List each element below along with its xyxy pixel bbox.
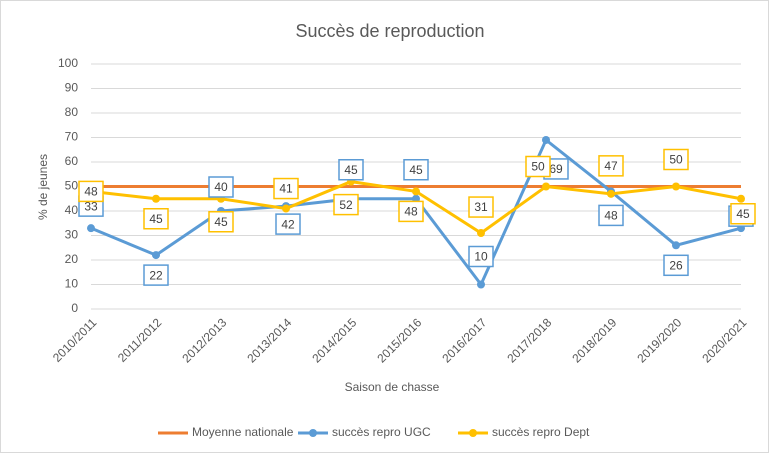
data-label-box [78,180,104,203]
data-label-box [143,208,169,230]
point [152,251,160,260]
data-label: 45 [736,207,750,221]
y-tick-label: 20 [65,252,79,266]
data-label: 10 [474,250,488,264]
data-label-box [598,155,624,177]
point [542,135,550,144]
data-label: 45 [409,163,423,177]
data-label-box [598,204,624,227]
y-tick-label: 100 [58,56,78,70]
data-label-box [275,213,301,235]
data-label-box [730,203,756,225]
data-label: 50 [669,153,683,167]
data-label-box [208,211,234,233]
data-label: 47 [604,159,618,173]
data-label-box [663,254,689,277]
legend-label: Moyenne nationale [192,425,294,439]
data-label: 48 [404,205,418,219]
point [542,182,550,191]
y-tick-label: 80 [65,105,79,119]
data-label: 33 [84,199,98,213]
data-label: 40 [214,180,228,194]
data-label: 48 [84,185,98,199]
legend-marker [469,429,477,437]
y-tick-label: 40 [65,203,79,217]
data-label: 45 [344,163,358,177]
data-label-box [333,193,359,216]
point [607,189,615,198]
data-label-box [338,159,364,181]
data-label-box [663,148,689,171]
data-label-box [525,155,551,178]
y-tick-label: 10 [65,277,79,291]
legend-marker [309,429,317,437]
y-tick-label: 50 [65,179,79,193]
legend-label: succès repro UGC [332,425,431,439]
y-tick-label: 0 [71,301,78,315]
data-label: 45 [149,212,163,226]
y-tick-label: 70 [65,130,79,144]
data-label: 26 [669,258,683,272]
point [672,241,680,250]
point [477,280,485,289]
y-tick-label: 90 [65,81,79,95]
y-axis-label: % de jeunes [36,154,50,220]
data-label: 22 [149,268,163,282]
x-axis-label: Saison de chasse [345,380,440,394]
point [282,204,290,213]
point [737,194,745,203]
data-label: 69 [549,162,563,176]
data-label: 31 [474,200,488,214]
data-label-box [273,177,299,200]
point [152,194,160,203]
point [477,229,485,238]
legend-label: succès repro Dept [492,425,590,439]
data-label-box [468,245,494,268]
data-label-box [208,176,234,198]
point [87,224,95,233]
point [412,187,420,196]
y-tick-label: 60 [65,154,79,168]
data-label-box [143,264,169,286]
data-label-box [468,196,494,218]
data-label: 41 [279,182,293,196]
data-label: 48 [604,209,618,223]
chart-title: Succès de reproduction [295,21,484,41]
y-tick-label: 30 [65,228,79,242]
data-label-box [398,200,424,223]
data-label: 52 [339,198,353,212]
point [672,182,680,191]
data-label: 42 [281,217,295,231]
data-label-box [403,159,429,181]
data-label: 45 [214,215,228,229]
data-label: 50 [531,160,545,174]
